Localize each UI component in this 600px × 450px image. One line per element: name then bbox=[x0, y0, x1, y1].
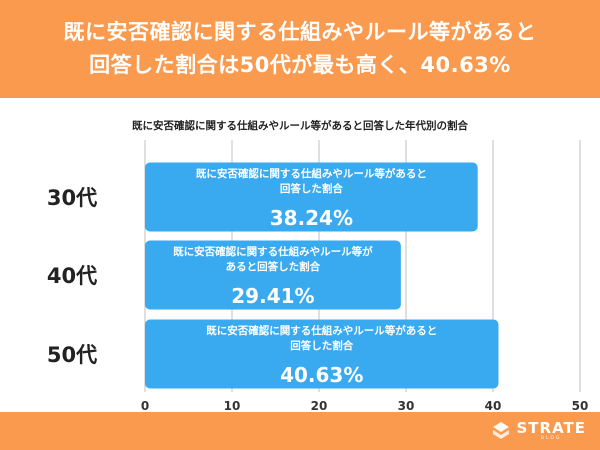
bar-caption: あると回答した割合 bbox=[226, 260, 321, 273]
x-tick-label: 50 bbox=[572, 399, 589, 412]
bar-caption: 既に安否確認に関する仕組みやルール等が bbox=[173, 245, 373, 258]
footer-bar: STRATE BLOG bbox=[0, 412, 600, 450]
x-tick-label: 0 bbox=[141, 399, 149, 412]
x-tick-label: 10 bbox=[224, 399, 241, 412]
bar-caption: 既に安否確認に関する仕組みやルール等があると bbox=[196, 167, 427, 180]
x-tick-label: 30 bbox=[398, 399, 415, 412]
logo-subtext: BLOG bbox=[541, 435, 562, 441]
logo-name: STRATE bbox=[516, 418, 586, 437]
bar bbox=[145, 162, 478, 232]
data-label: 29.41% bbox=[231, 284, 314, 308]
headline-line-2: 回答した割合は50代が最も高く、40.63% bbox=[89, 53, 511, 77]
bar bbox=[145, 240, 401, 310]
bar bbox=[145, 319, 499, 389]
bar-caption: 回答した割合 bbox=[280, 182, 343, 195]
x-tick-label: 20 bbox=[311, 399, 328, 412]
headline-line-1: 既に安否確認に関する仕組みやルール等があると bbox=[63, 20, 537, 44]
data-label: 40.63% bbox=[280, 363, 363, 387]
strate-logo: STRATE BLOG bbox=[491, 420, 586, 442]
category-label: 50代 bbox=[47, 343, 97, 367]
chart-title: 既に安否確認に関する仕組みやルール等があると回答した年代別の割合 bbox=[132, 120, 468, 132]
bar-caption: 回答した割合 bbox=[290, 339, 353, 352]
bar-caption: 既に安否確認に関する仕組みやルール等があると bbox=[206, 324, 437, 337]
header-banner: 既に安否確認に関する仕組みやルール等があると 回答した割合は50代が最も高く、4… bbox=[0, 0, 600, 98]
data-label: 38.24% bbox=[270, 206, 353, 230]
bar-chart: 0 10 20 30 40 5030代既に安否確認に関する仕組みやルール等があると回答した… bbox=[47, 140, 589, 412]
category-label: 30代 bbox=[47, 186, 97, 210]
x-tick-label: 40 bbox=[485, 399, 502, 412]
strate-s-icon bbox=[493, 422, 510, 439]
category-label: 40代 bbox=[47, 264, 97, 288]
